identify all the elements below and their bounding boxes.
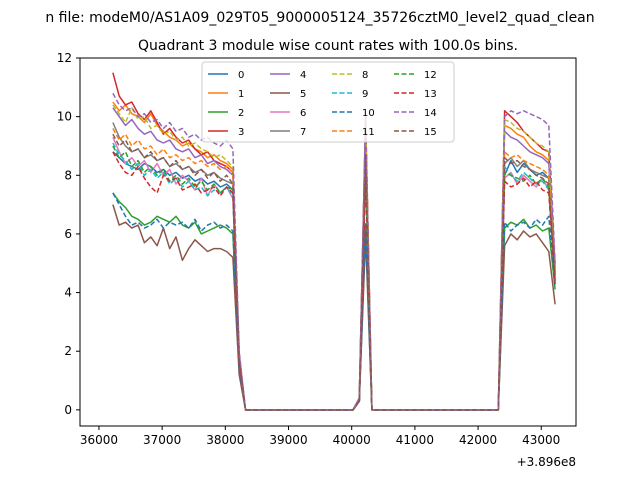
legend-label-2: 2: [238, 108, 244, 119]
legend-label-0: 0: [238, 70, 244, 81]
legend-label-15: 15: [424, 127, 437, 138]
x-tick-label: 39000: [269, 433, 307, 447]
plot-series-group: [112, 72, 556, 411]
legend-label-3: 3: [238, 127, 244, 138]
series-line-15: [112, 133, 556, 411]
y-tick-label: 0: [64, 403, 72, 417]
y-tick-label: 4: [64, 286, 72, 300]
legend-label-7: 7: [300, 127, 306, 138]
y-tick-label: 8: [64, 168, 72, 182]
legend-label-13: 13: [424, 89, 437, 100]
legend-box: [201, 61, 455, 143]
x-axis-offset-label: +3.896e8: [517, 455, 576, 469]
x-tick-label: 42000: [459, 433, 497, 447]
axes-frame: [79, 57, 577, 427]
x-tick-label: 36000: [80, 433, 118, 447]
x-tick-label: 38000: [206, 433, 244, 447]
legend-label-11: 11: [362, 127, 375, 138]
y-tick-label: 6: [64, 227, 72, 241]
y-tick-label: 2: [64, 344, 72, 358]
legend-label-1: 1: [238, 89, 244, 100]
legend-label-14: 14: [424, 108, 437, 119]
legend-label-8: 8: [362, 70, 368, 81]
y-tick-label: 10: [57, 110, 72, 124]
axis-ticks-group: 36000 37000 38000 39000 40000 41000 42000 43000…: [57, 51, 561, 447]
x-tick-label: 41000: [396, 433, 434, 447]
legend-label-4: 4: [300, 70, 306, 81]
legend-label-12: 12: [424, 70, 437, 81]
x-tick-label: 40000: [333, 433, 371, 447]
legend-label-9: 9: [362, 89, 368, 100]
chart-title: Quadrant 3 module wise count rates with …: [138, 38, 518, 54]
legend-label-6: 6: [300, 108, 306, 119]
legend-label-10: 10: [362, 108, 375, 119]
x-tick-label: 43000: [522, 433, 560, 447]
legend-label-5: 5: [300, 89, 306, 100]
series-line-14: [112, 92, 556, 411]
y-tick-label: 12: [57, 51, 72, 65]
x-tick-label: 37000: [143, 433, 181, 447]
figure-suptitle: n file: modeM0/AS1A09_029T05_9000005124_…: [45, 10, 594, 26]
